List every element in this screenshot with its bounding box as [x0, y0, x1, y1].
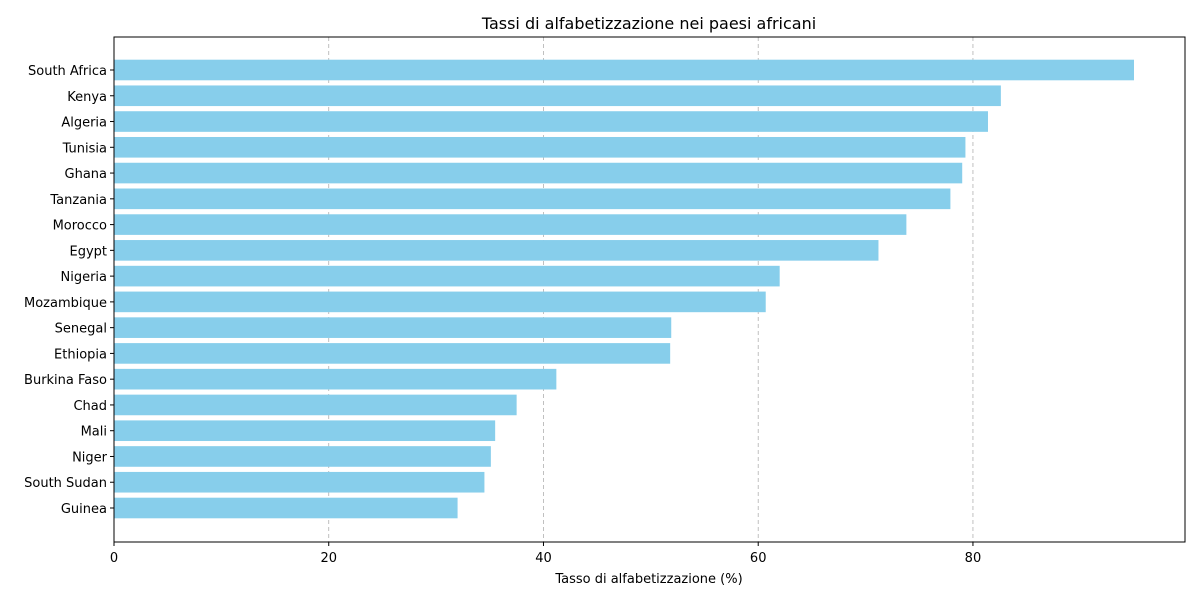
chart-title: Tassi di alfabetizzazione nei paesi afri…: [481, 14, 816, 33]
y-tick-label: Tanzania: [49, 193, 107, 208]
bar: [114, 59, 1134, 81]
bars: [114, 59, 1134, 519]
x-tick-label: 40: [535, 551, 552, 566]
bar: [114, 240, 879, 261]
bar: [114, 471, 485, 493]
y-tick-label: Guinea: [61, 502, 107, 517]
x-axis-ticks: 0 20 40 60 80: [110, 542, 981, 566]
y-tick-label: South Africa: [28, 64, 107, 79]
y-tick-label: Niger: [72, 450, 108, 465]
bar: [114, 188, 951, 210]
y-tick-label: Algeria: [61, 116, 107, 131]
bar: [114, 343, 671, 364]
y-tick-label: Chad: [73, 399, 107, 414]
bar: [114, 497, 458, 519]
y-tick-label: Mali: [81, 425, 107, 440]
y-tick-label: Tunisia: [62, 141, 107, 156]
bar: [114, 162, 963, 184]
bar: [114, 214, 907, 235]
y-axis-ticks: South Africa Kenya Algeria Tunisia Ghana Tanz…: [24, 64, 114, 517]
y-tick-label: Senegal: [55, 322, 107, 337]
x-axis-label: Tasso di alfabetizzazione (%): [554, 572, 742, 587]
x-tick-label: 80: [965, 551, 982, 566]
bar: [114, 136, 966, 158]
y-tick-label: Kenya: [67, 90, 107, 105]
y-tick-label: South Sudan: [24, 476, 107, 491]
bar: [114, 85, 1001, 107]
bar: [114, 111, 988, 132]
y-tick-label: Nigeria: [60, 270, 107, 285]
plot-frame: [113, 36, 1186, 543]
y-tick-label: Morocco: [53, 219, 107, 234]
bar: [114, 265, 780, 287]
y-tick-label: Mozambique: [24, 296, 107, 311]
y-tick-label: Burkina Faso: [24, 373, 107, 388]
bar: [114, 394, 517, 416]
x-tick-label: 0: [110, 551, 118, 566]
y-tick-label: Ethiopia: [54, 347, 107, 362]
bar: [114, 420, 496, 442]
x-tick-label: 20: [320, 551, 337, 566]
bar: [114, 317, 672, 338]
bar: [114, 368, 557, 390]
y-tick-label: Ghana: [65, 167, 108, 182]
bar: [114, 291, 766, 313]
y-tick-label: Egypt: [69, 244, 107, 259]
bar: [114, 446, 491, 467]
x-tick-label: 60: [750, 551, 767, 566]
